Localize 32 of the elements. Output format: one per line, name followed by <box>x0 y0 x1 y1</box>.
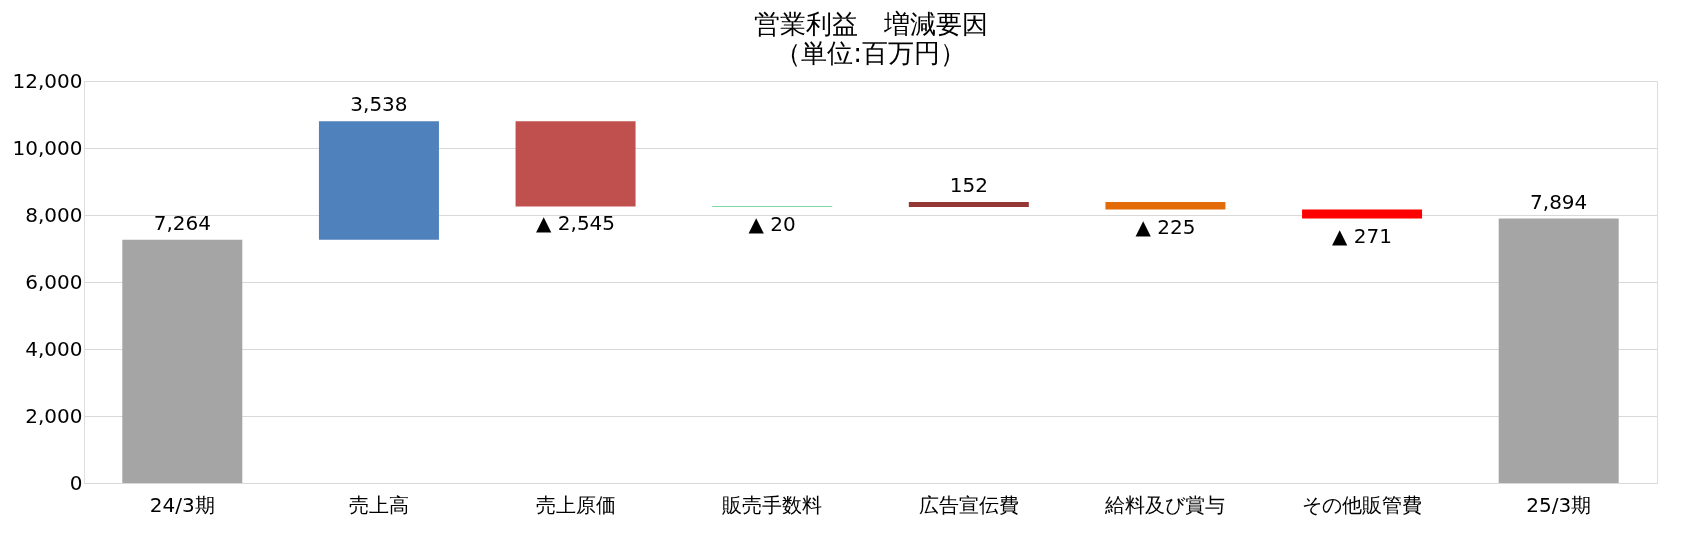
y-tick-label: 10,000 <box>12 135 83 160</box>
bar <box>318 121 439 240</box>
chart-title: 営業利益 増減要因 <box>753 9 988 39</box>
data-label: 3,538 <box>350 92 408 117</box>
x-tick-label: 売上高 <box>348 492 409 517</box>
x-tick-label: 24/3期 <box>149 492 215 517</box>
x-tick-label: 販売手数料 <box>722 492 823 517</box>
data-label: 152 <box>949 172 988 197</box>
bar <box>908 201 1029 208</box>
y-tick-label: 4,000 <box>25 336 83 361</box>
y-tick-label: 12,000 <box>12 68 83 93</box>
x-tick-label: 25/3期 <box>1526 492 1592 517</box>
x-tick-label: 給料及び賞与 <box>1104 492 1226 517</box>
data-label: 7,264 <box>153 210 211 235</box>
x-tick-label: その他販管費 <box>1302 492 1423 517</box>
bar <box>1498 218 1619 483</box>
data-label: 7,894 <box>1530 189 1588 214</box>
chart-subtitle: （単位:百万円） <box>775 38 966 68</box>
data-label: ▲ 225 <box>1135 214 1196 239</box>
bar <box>1302 209 1423 219</box>
bar <box>122 239 243 483</box>
x-tick-label: 売上原価 <box>535 492 616 517</box>
bar <box>515 121 636 207</box>
data-label: ▲ 20 <box>748 212 796 237</box>
bar <box>1105 201 1226 210</box>
data-label: ▲ 2,545 <box>536 211 616 236</box>
y-tick-label: 0 <box>69 470 83 495</box>
y-tick-label: 2,000 <box>25 403 83 428</box>
x-tick-label: 広告宣伝費 <box>918 492 1019 517</box>
y-tick-label: 6,000 <box>25 269 83 294</box>
data-label: ▲ 271 <box>1332 223 1393 248</box>
y-tick-label: 8,000 <box>25 202 83 227</box>
